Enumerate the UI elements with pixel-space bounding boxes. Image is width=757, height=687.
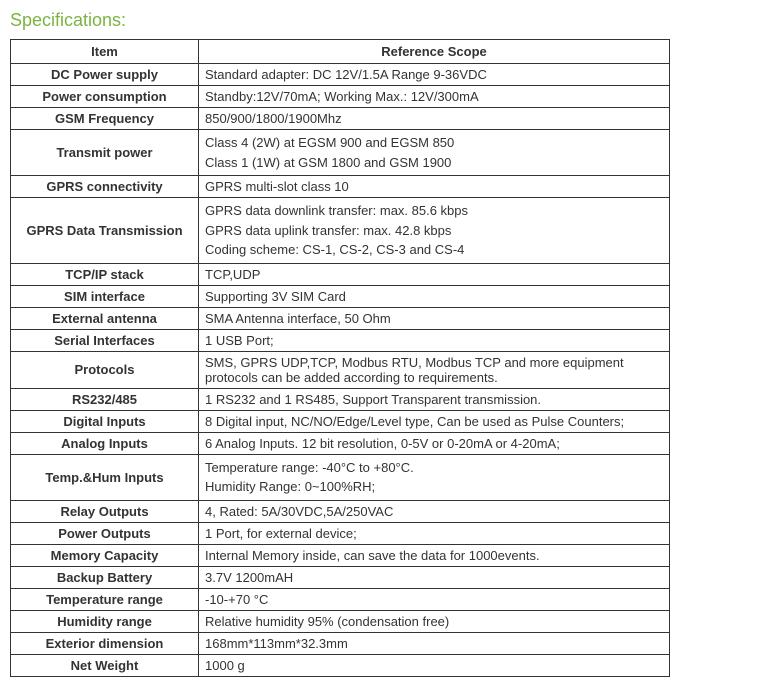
table-row: Relay Outputs4, Rated: 5A/30VDC,5A/250VA… (11, 500, 670, 522)
row-scope: 1000 g (199, 654, 670, 676)
table-row: Net Weight1000 g (11, 654, 670, 676)
table-row: TCP/IP stackTCP,UDP (11, 263, 670, 285)
row-scope: Internal Memory inside, can save the dat… (199, 544, 670, 566)
table-row: Power consumptionStandby:12V/70mA; Worki… (11, 86, 670, 108)
specifications-table: Item Reference Scope DC Power supplyStan… (10, 39, 670, 677)
table-row: Analog Inputs6 Analog Inputs. 12 bit res… (11, 432, 670, 454)
row-item: GPRS connectivity (11, 176, 199, 198)
table-row: Backup Battery3.7V 1200mAH (11, 566, 670, 588)
table-row: Digital Inputs8 Digital input, NC/NO/Edg… (11, 410, 670, 432)
table-row: Humidity rangeRelative humidity 95% (con… (11, 610, 670, 632)
row-item: Memory Capacity (11, 544, 199, 566)
row-scope: -10-+70 °C (199, 588, 670, 610)
row-item: Power consumption (11, 86, 199, 108)
row-item: Temp.&Hum Inputs (11, 454, 199, 500)
row-scope: 8 Digital input, NC/NO/Edge/Level type, … (199, 410, 670, 432)
table-row: Serial Interfaces1 USB Port; (11, 329, 670, 351)
row-item: TCP/IP stack (11, 263, 199, 285)
table-row: ProtocolsSMS, GPRS UDP,TCP, Modbus RTU, … (11, 351, 670, 388)
table-row: Transmit powerClass 4 (2W) at EGSM 900 a… (11, 130, 670, 176)
row-scope: 1 RS232 and 1 RS485, Support Transparent… (199, 388, 670, 410)
header-item: Item (11, 40, 199, 64)
row-item: Transmit power (11, 130, 199, 176)
table-row: GPRS Data TransmissionGPRS data downlink… (11, 198, 670, 264)
row-scope: 1 Port, for external device; (199, 522, 670, 544)
row-scope: GPRS multi-slot class 10 (199, 176, 670, 198)
row-scope: 3.7V 1200mAH (199, 566, 670, 588)
row-scope: Class 4 (2W) at EGSM 900 and EGSM 850Cla… (199, 130, 670, 176)
row-item: Relay Outputs (11, 500, 199, 522)
row-item: Backup Battery (11, 566, 199, 588)
table-row: Exterior dimension168mm*113mm*32.3mm (11, 632, 670, 654)
table-row: Power Outputs1 Port, for external device… (11, 522, 670, 544)
table-row: External antennaSMA Antenna interface, 5… (11, 307, 670, 329)
header-scope: Reference Scope (199, 40, 670, 64)
table-row: DC Power supplyStandard adapter: DC 12V/… (11, 64, 670, 86)
specifications-title: Specifications: (10, 10, 747, 31)
row-item: External antenna (11, 307, 199, 329)
row-scope: 168mm*113mm*32.3mm (199, 632, 670, 654)
row-item: Protocols (11, 351, 199, 388)
row-item: Serial Interfaces (11, 329, 199, 351)
row-scope: Standard adapter: DC 12V/1.5A Range 9-36… (199, 64, 670, 86)
row-item: Net Weight (11, 654, 199, 676)
row-scope: 850/900/1800/1900Mhz (199, 108, 670, 130)
row-scope: Relative humidity 95% (condensation free… (199, 610, 670, 632)
row-item: RS232/485 (11, 388, 199, 410)
table-row: RS232/4851 RS232 and 1 RS485, Support Tr… (11, 388, 670, 410)
table-row: Memory CapacityInternal Memory inside, c… (11, 544, 670, 566)
row-item: Power Outputs (11, 522, 199, 544)
row-scope: 4, Rated: 5A/30VDC,5A/250VAC (199, 500, 670, 522)
row-scope: TCP,UDP (199, 263, 670, 285)
row-item: GSM Frequency (11, 108, 199, 130)
row-scope: 6 Analog Inputs. 12 bit resolution, 0-5V… (199, 432, 670, 454)
row-item: Temperature range (11, 588, 199, 610)
row-scope: SMS, GPRS UDP,TCP, Modbus RTU, Modbus TC… (199, 351, 670, 388)
table-row: GPRS connectivityGPRS multi-slot class 1… (11, 176, 670, 198)
row-item: SIM interface (11, 285, 199, 307)
row-scope: Standby:12V/70mA; Working Max.: 12V/300m… (199, 86, 670, 108)
row-scope: Temperature range: -40°C to +80°C.Humidi… (199, 454, 670, 500)
row-item: Humidity range (11, 610, 199, 632)
row-scope: Supporting 3V SIM Card (199, 285, 670, 307)
table-row: SIM interfaceSupporting 3V SIM Card (11, 285, 670, 307)
table-row: Temperature range-10-+70 °C (11, 588, 670, 610)
row-scope: 1 USB Port; (199, 329, 670, 351)
table-row: GSM Frequency850/900/1800/1900Mhz (11, 108, 670, 130)
row-item: Analog Inputs (11, 432, 199, 454)
row-item: GPRS Data Transmission (11, 198, 199, 264)
row-item: DC Power supply (11, 64, 199, 86)
row-item: Digital Inputs (11, 410, 199, 432)
row-scope: SMA Antenna interface, 50 Ohm (199, 307, 670, 329)
table-row: Temp.&Hum InputsTemperature range: -40°C… (11, 454, 670, 500)
table-header-row: Item Reference Scope (11, 40, 670, 64)
row-scope: GPRS data downlink transfer: max. 85.6 k… (199, 198, 670, 264)
row-item: Exterior dimension (11, 632, 199, 654)
